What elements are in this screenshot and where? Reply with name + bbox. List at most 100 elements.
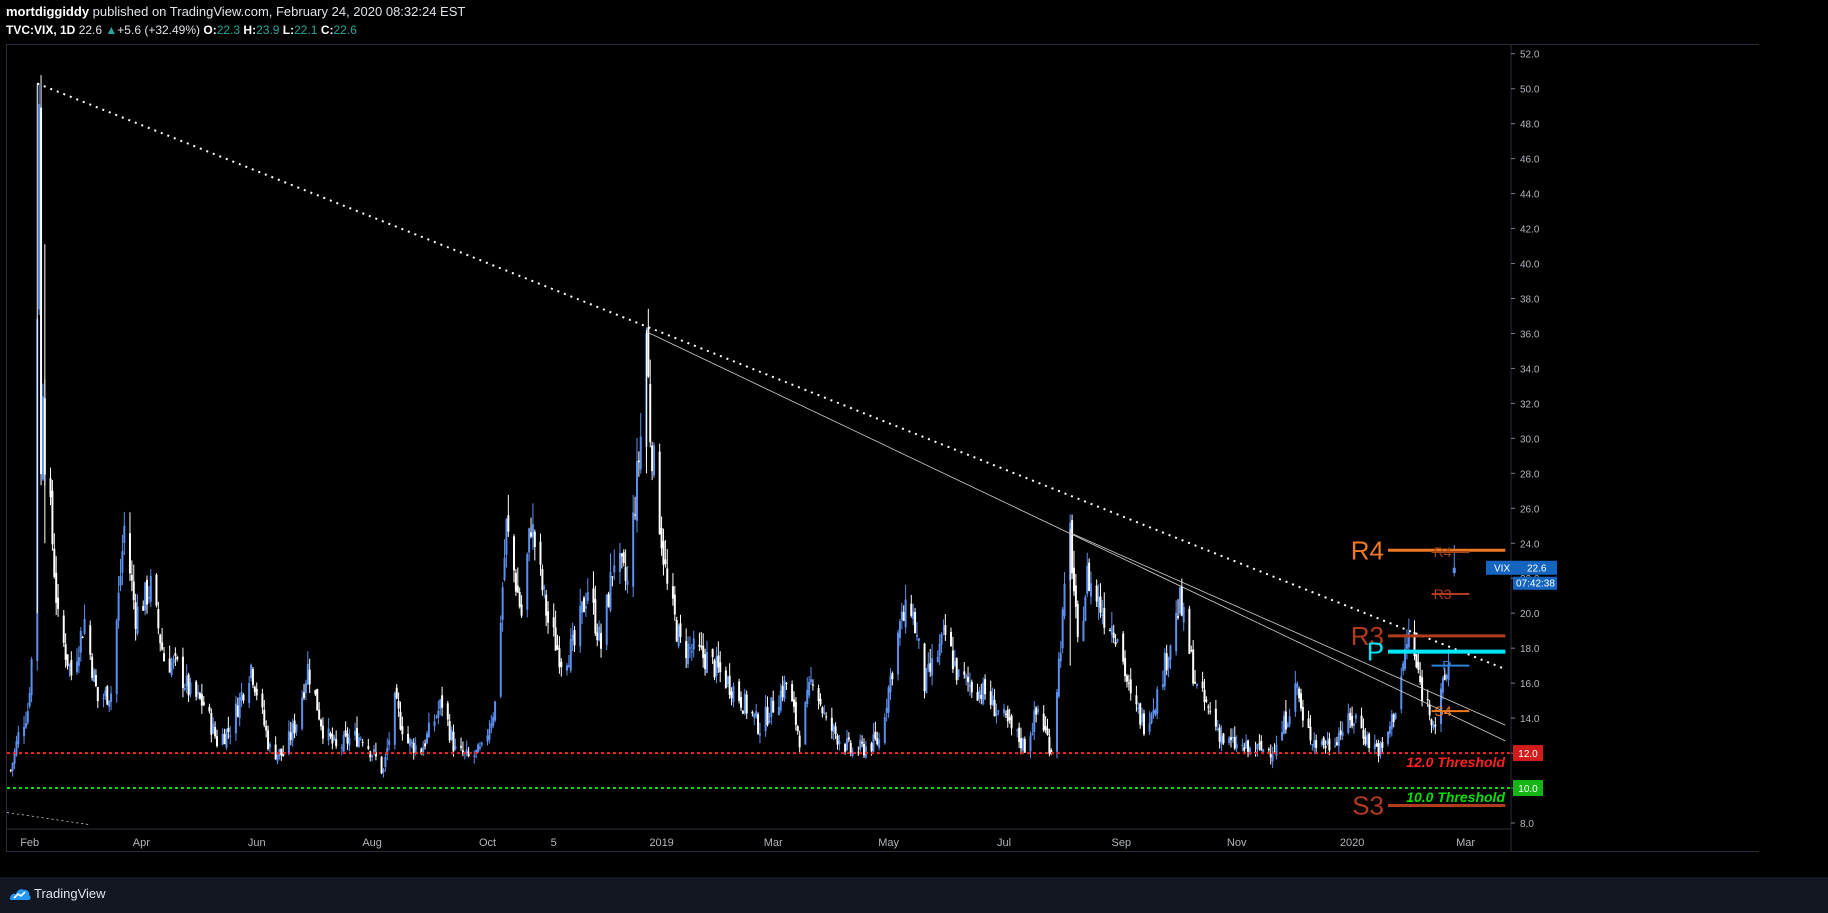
candle-body — [1339, 730, 1342, 735]
candle-body — [1125, 675, 1128, 682]
candle-body — [314, 690, 317, 695]
candle-body — [115, 620, 118, 695]
candle-body — [1322, 737, 1325, 746]
tradingview-logo-icon[interactable] — [8, 886, 32, 902]
candle-body — [149, 575, 152, 602]
candle-body — [327, 728, 330, 741]
candle-body — [274, 744, 277, 760]
candle-body — [1142, 713, 1145, 735]
candle-body — [342, 734, 345, 752]
candle-body — [596, 632, 599, 641]
candle-body — [1379, 743, 1382, 755]
candle-body — [301, 697, 304, 729]
footer-bar: TradingView — [0, 877, 1828, 913]
candle-body — [147, 596, 150, 599]
candle-body — [785, 682, 788, 684]
candle-body — [705, 651, 708, 673]
candles-group — [9, 75, 1450, 778]
candle-body — [1010, 715, 1013, 729]
candle-body — [609, 571, 612, 611]
candle-body — [664, 559, 667, 565]
candle-body — [136, 606, 139, 634]
candle-body — [783, 680, 786, 700]
candle-body — [889, 675, 892, 693]
candle-body — [1394, 713, 1397, 719]
candle-body — [917, 638, 920, 641]
candle-body — [811, 684, 814, 686]
candle-body — [282, 753, 285, 757]
candle-body — [968, 685, 971, 687]
candle-body — [518, 592, 521, 607]
candle-body — [1228, 737, 1231, 743]
pivot-r4-label: R4 — [1351, 535, 1384, 565]
candle-body — [467, 751, 470, 757]
candle-body — [912, 611, 915, 620]
candle-body — [11, 762, 14, 771]
candle-body — [1366, 734, 1369, 745]
tradingview-brand[interactable]: TradingView — [34, 886, 106, 901]
candle-body — [692, 638, 695, 650]
candle-body — [17, 732, 20, 745]
candle-body — [857, 752, 860, 754]
candle-body — [26, 711, 29, 723]
candle-body — [1390, 714, 1393, 730]
candle-body — [441, 695, 444, 708]
author-name[interactable]: mortdiggiddy — [6, 4, 90, 19]
candle-body — [13, 751, 16, 764]
candle-body — [1203, 689, 1206, 703]
candle-body — [1201, 681, 1204, 689]
candle-body — [410, 741, 413, 744]
candle-body — [155, 574, 158, 606]
candle-body — [306, 663, 309, 685]
candle-body — [295, 724, 298, 733]
candle-body — [507, 515, 510, 532]
chart-frame[interactable]: 8.010.012.014.016.018.020.022.024.026.02… — [6, 44, 1759, 852]
candle-body — [791, 684, 794, 702]
candle-body — [268, 744, 271, 748]
candle-body — [579, 605, 582, 647]
candle-body — [51, 490, 54, 545]
candle-body — [995, 712, 998, 716]
candle-body — [764, 706, 767, 732]
symbol-label[interactable]: TVC:VIX, 1D — [6, 23, 76, 37]
candle-body — [845, 738, 848, 750]
candle-body — [79, 630, 82, 653]
candle-body — [1101, 614, 1104, 616]
candle-body — [1150, 713, 1153, 723]
candle-body — [976, 691, 979, 701]
y-tick-label: 32.0 — [1520, 399, 1540, 410]
candle-body — [1086, 565, 1089, 594]
candle-body — [821, 707, 824, 714]
candle-body — [289, 732, 292, 740]
candle-body — [1354, 714, 1357, 719]
candle-body — [253, 686, 256, 693]
candle-body — [942, 628, 945, 630]
candle-body — [1084, 597, 1087, 622]
candle-body — [174, 653, 177, 656]
candle-body — [1124, 657, 1127, 677]
candle-body — [1248, 747, 1251, 753]
candle-body — [849, 742, 852, 753]
candle-body — [1139, 703, 1142, 725]
candle-body — [340, 747, 343, 749]
candle-body — [24, 723, 27, 728]
candle-body — [172, 658, 175, 663]
candle-body — [673, 594, 676, 615]
candle-body — [104, 690, 107, 697]
candle-body — [560, 661, 563, 668]
candle-body — [144, 582, 147, 611]
countdown-box — [1513, 576, 1557, 590]
candle-body — [388, 740, 391, 745]
candle-body — [1377, 742, 1380, 757]
price-chart[interactable]: 8.010.012.014.016.018.020.022.024.026.02… — [7, 45, 1828, 851]
x-tick-label: 5 — [551, 837, 557, 849]
candle-body — [331, 734, 334, 744]
candle-body — [653, 445, 656, 476]
candle-body — [1241, 744, 1244, 746]
candle-body — [1421, 677, 1424, 702]
y-tick-label: 44.0 — [1520, 190, 1540, 201]
price-tag-box — [1486, 560, 1557, 575]
candle-body — [1275, 744, 1278, 756]
candle-body — [1112, 632, 1115, 638]
candle-body — [649, 384, 652, 443]
